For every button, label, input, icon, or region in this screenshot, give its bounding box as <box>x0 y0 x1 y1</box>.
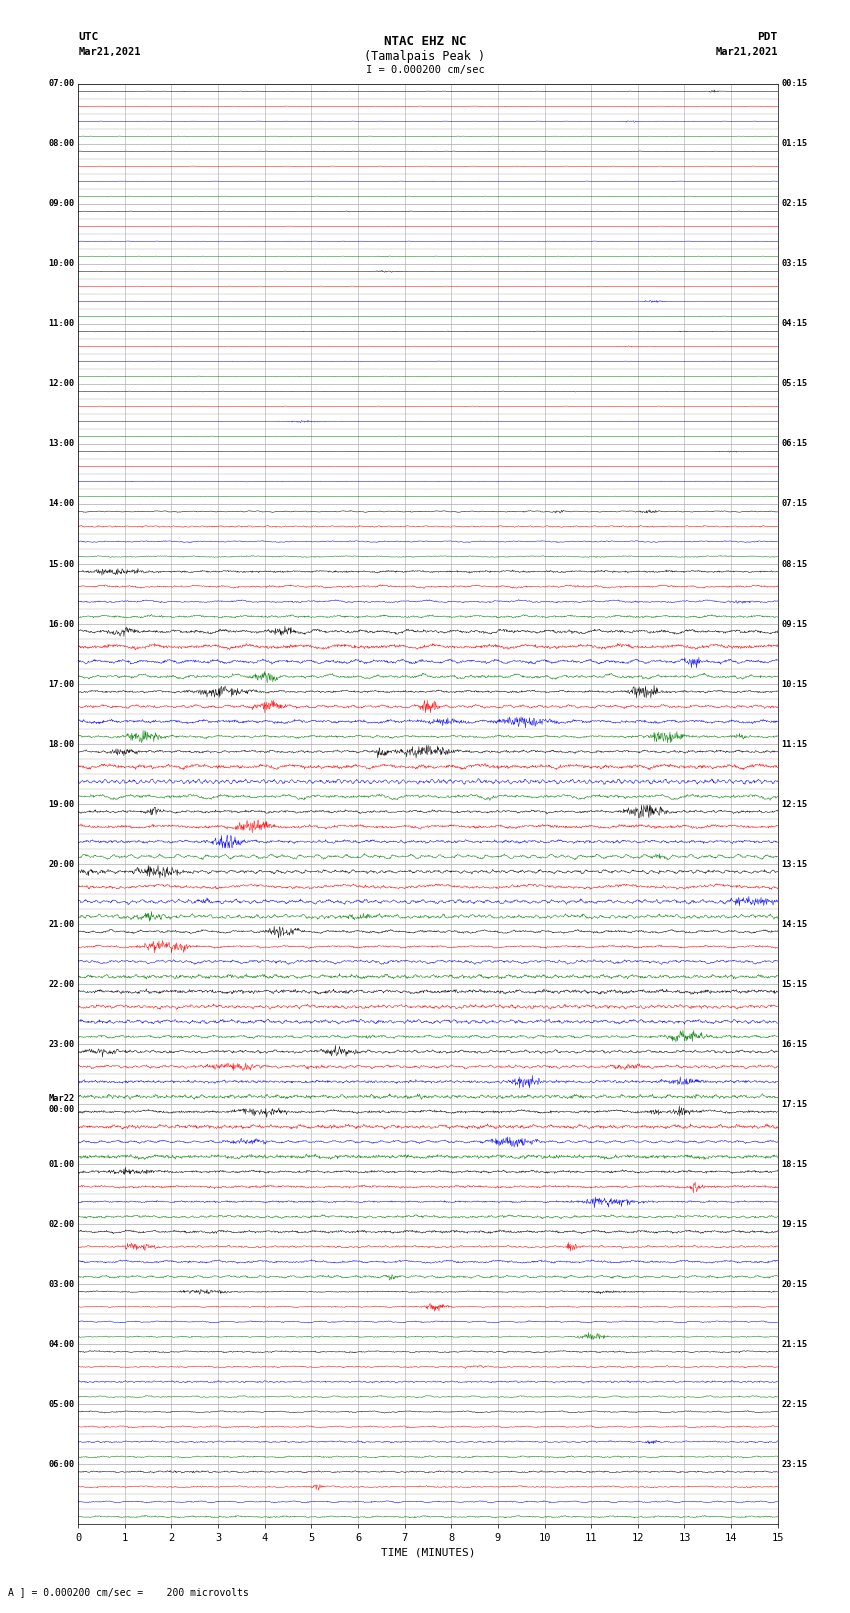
Text: 07:00: 07:00 <box>48 79 75 89</box>
Text: 16:00: 16:00 <box>48 619 75 629</box>
Text: 05:00: 05:00 <box>48 1400 75 1408</box>
Text: 12:15: 12:15 <box>781 800 807 808</box>
Text: 22:15: 22:15 <box>781 1400 807 1408</box>
Text: 13:15: 13:15 <box>781 860 807 868</box>
Text: 01:15: 01:15 <box>781 139 807 148</box>
Text: Mar21,2021: Mar21,2021 <box>715 47 778 56</box>
Text: 18:00: 18:00 <box>48 740 75 748</box>
Text: 06:00: 06:00 <box>48 1460 75 1469</box>
Text: 16:15: 16:15 <box>781 1040 807 1048</box>
Text: 20:15: 20:15 <box>781 1279 807 1289</box>
Text: 19:00: 19:00 <box>48 800 75 808</box>
Text: 09:15: 09:15 <box>781 619 807 629</box>
Text: Mar22
00:00: Mar22 00:00 <box>48 1095 75 1115</box>
Text: 03:00: 03:00 <box>48 1279 75 1289</box>
Text: 10:00: 10:00 <box>48 260 75 268</box>
Text: 03:15: 03:15 <box>781 260 807 268</box>
Text: 20:00: 20:00 <box>48 860 75 868</box>
Text: 11:00: 11:00 <box>48 319 75 329</box>
Text: (Tamalpais Peak ): (Tamalpais Peak ) <box>365 50 485 63</box>
Text: 17:15: 17:15 <box>781 1100 807 1108</box>
Text: 00:15: 00:15 <box>781 79 807 89</box>
Text: 15:00: 15:00 <box>48 560 75 568</box>
Text: 22:00: 22:00 <box>48 979 75 989</box>
Text: 21:15: 21:15 <box>781 1340 807 1348</box>
Text: 15:15: 15:15 <box>781 979 807 989</box>
Text: Mar21,2021: Mar21,2021 <box>78 47 141 56</box>
Text: 14:15: 14:15 <box>781 919 807 929</box>
Text: 02:15: 02:15 <box>781 200 807 208</box>
Text: 23:00: 23:00 <box>48 1040 75 1048</box>
Text: NTAC EHZ NC: NTAC EHZ NC <box>383 35 467 48</box>
Text: 05:15: 05:15 <box>781 379 807 389</box>
Text: 08:15: 08:15 <box>781 560 807 568</box>
Text: 10:15: 10:15 <box>781 679 807 689</box>
Text: I = 0.000200 cm/sec: I = 0.000200 cm/sec <box>366 65 484 74</box>
Text: 23:15: 23:15 <box>781 1460 807 1469</box>
Text: 18:15: 18:15 <box>781 1160 807 1169</box>
Text: UTC: UTC <box>78 32 99 42</box>
Text: 12:00: 12:00 <box>48 379 75 389</box>
Text: 21:00: 21:00 <box>48 919 75 929</box>
Text: A ] = 0.000200 cm/sec =    200 microvolts: A ] = 0.000200 cm/sec = 200 microvolts <box>8 1587 249 1597</box>
Text: 02:00: 02:00 <box>48 1219 75 1229</box>
Text: 09:00: 09:00 <box>48 200 75 208</box>
Text: 01:00: 01:00 <box>48 1160 75 1169</box>
Text: 17:00: 17:00 <box>48 679 75 689</box>
Text: PDT: PDT <box>757 32 778 42</box>
Text: 07:15: 07:15 <box>781 500 807 508</box>
Text: 08:00: 08:00 <box>48 139 75 148</box>
Text: 06:15: 06:15 <box>781 439 807 448</box>
Text: 04:00: 04:00 <box>48 1340 75 1348</box>
Text: 14:00: 14:00 <box>48 500 75 508</box>
X-axis label: TIME (MINUTES): TIME (MINUTES) <box>381 1547 475 1558</box>
Text: 19:15: 19:15 <box>781 1219 807 1229</box>
Text: 04:15: 04:15 <box>781 319 807 329</box>
Text: 11:15: 11:15 <box>781 740 807 748</box>
Text: 13:00: 13:00 <box>48 439 75 448</box>
